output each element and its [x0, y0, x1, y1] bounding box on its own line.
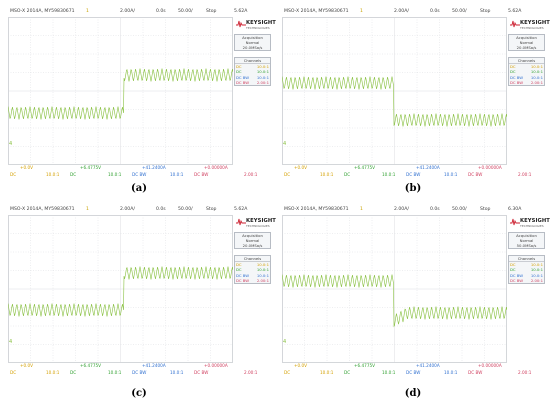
channel-number: 1	[86, 9, 89, 14]
status-bar: MSO-X 2014A, MY59830671 1 2.00A/ 0.0s 50…	[282, 8, 544, 17]
scope-panel-b: MSO-X 2014A, MY59830671 1 2.00A/ 0.0s 50…	[282, 8, 550, 183]
time-scale: 50.00/	[452, 207, 467, 212]
acquisition-box[interactable]: Acquisition Normal 20.0MSa/s	[234, 232, 271, 249]
channels-box[interactable]: Channels DC 10.0:1 DC 10.0:1 DC BW 10.0:1 D…	[234, 255, 271, 284]
channel-readouts: +0.0V +6.4775V +41.2400A +0.00000A DC 10…	[10, 165, 258, 177]
channel-readouts: +0.0V +6.4775V +41.2400A +0.00000A DC 10…	[284, 363, 532, 375]
caption-b: (b)	[404, 183, 422, 194]
channels-box[interactable]: Channels DC 10.0:1 DC 10.0:1 DC BW 10.0:1 D…	[508, 255, 545, 284]
model-label: MSO-X 2014A, MY59830671	[284, 9, 349, 14]
model-label: MSO-X 2014A, MY59830671	[10, 207, 75, 212]
acquisition-box[interactable]: Acquisition Normal 50.0MSa/s	[508, 232, 545, 249]
run-state: Stop	[480, 9, 491, 14]
scope-panel-c: MSO-X 2014A, MY59830671 1 2.00A/ 0.0s 50…	[8, 206, 276, 381]
current-scale: 2.00A/	[394, 207, 409, 212]
caption-a: (a)	[131, 183, 147, 194]
channels-box[interactable]: Channels DC 10.0:1 DC 10.0:1 DC BW 10.0:1 D…	[234, 57, 271, 86]
channel-marker: 4	[283, 141, 286, 147]
current-waveform	[282, 274, 507, 328]
run-state: Stop	[480, 207, 491, 212]
model-label: MSO-X 2014A, MY59830671	[284, 207, 349, 212]
current-waveform	[8, 266, 233, 317]
channel-marker: 4	[283, 339, 286, 345]
graticule	[282, 17, 507, 165]
right-sidebar: KEYSIGHT TECHNOLOGIES Acquisition Normal…	[507, 215, 550, 335]
channel-number: 1	[86, 207, 89, 212]
acquisition-box[interactable]: Acquisition Normal 20.0MSa/s	[508, 34, 545, 51]
waveform-display: 4	[282, 17, 507, 165]
model-label: MSO-X 2014A, MY59830671	[10, 9, 75, 14]
channel-marker: 4	[9, 339, 12, 345]
acquisition-box[interactable]: Acquisition Normal 20.0MSa/s	[234, 34, 271, 51]
keysight-logo: KEYSIGHT TECHNOLOGIES	[236, 18, 276, 33]
caption-d: (d)	[404, 388, 422, 399]
caption-c: (c)	[131, 388, 147, 399]
time-offset: 0.0s	[156, 207, 166, 212]
scope-screen: MSO-X 2014A, MY59830671 1 2.00A/ 0.0s 50…	[8, 8, 276, 183]
graticule	[8, 215, 233, 363]
keysight-logo: KEYSIGHT TECHNOLOGIES	[510, 216, 550, 231]
run-state: Stop	[206, 207, 217, 212]
status-bar: MSO-X 2014A, MY59830671 1 2.00A/ 0.0s 50…	[282, 206, 544, 215]
graticule	[8, 17, 233, 165]
time-offset: 0.0s	[156, 9, 166, 14]
current-scale: 2.00A/	[120, 9, 135, 14]
keysight-logo: KEYSIGHT TECHNOLOGIES	[236, 216, 276, 231]
waveform-display: 4	[282, 215, 507, 363]
scope-panel-a: MSO-X 2014A, MY59830671 1 2.00A/ 0.0s 50…	[8, 8, 276, 183]
scope-screen: MSO-X 2014A, MY59830671 1 2.00A/ 0.0s 50…	[282, 8, 550, 183]
channel-readouts: +0.0V +6.4775V +41.2400A +0.00000A DC 10…	[10, 363, 258, 375]
trigger-value: 6.30A	[508, 207, 522, 212]
graticule	[282, 215, 507, 363]
status-bar: MSO-X 2014A, MY59830671 1 2.00A/ 0.0s 50…	[8, 206, 270, 215]
channel-number: 1	[360, 207, 363, 212]
current-scale: 2.00A/	[120, 207, 135, 212]
right-sidebar: KEYSIGHT TECHNOLOGIES Acquisition Normal…	[507, 17, 550, 137]
scope-screen: MSO-X 2014A, MY59830671 1 2.00A/ 0.0s 50…	[8, 206, 276, 381]
channels-box[interactable]: Channels DC 10.0:1 DC 10.0:1 DC BW 10.0:1 D…	[508, 57, 545, 86]
channel-readouts: +0.0V +6.4775V +41.2400A +0.00000A DC 10…	[284, 165, 532, 177]
time-scale: 50.00/	[452, 9, 467, 14]
trigger-value: 5.62A	[234, 9, 248, 14]
time-offset: 0.0s	[430, 9, 440, 14]
status-bar: MSO-X 2014A, MY59830671 1 2.00A/ 0.0s 50…	[8, 8, 270, 17]
time-scale: 50.00/	[178, 207, 193, 212]
time-scale: 50.00/	[178, 9, 193, 14]
scope-screen: MSO-X 2014A, MY59830671 1 2.00A/ 0.0s 50…	[282, 206, 550, 381]
keysight-logo: KEYSIGHT TECHNOLOGIES	[510, 18, 550, 33]
scope-panel-d: MSO-X 2014A, MY59830671 1 2.00A/ 0.0s 50…	[282, 206, 550, 381]
waveform-display: 4	[8, 215, 233, 363]
current-scale: 2.00A/	[394, 9, 409, 14]
time-offset: 0.0s	[430, 207, 440, 212]
trigger-value: 5.62A	[508, 9, 522, 14]
channel-number: 1	[360, 9, 363, 14]
right-sidebar: KEYSIGHT TECHNOLOGIES Acquisition Normal…	[233, 215, 276, 335]
waveform-display: 4	[8, 17, 233, 165]
current-waveform	[282, 76, 507, 127]
run-state: Stop	[206, 9, 217, 14]
channel-marker: 4	[9, 141, 12, 147]
right-sidebar: KEYSIGHT TECHNOLOGIES Acquisition Normal…	[233, 17, 276, 137]
trigger-value: 5.62A	[234, 207, 248, 212]
current-waveform	[8, 68, 233, 120]
